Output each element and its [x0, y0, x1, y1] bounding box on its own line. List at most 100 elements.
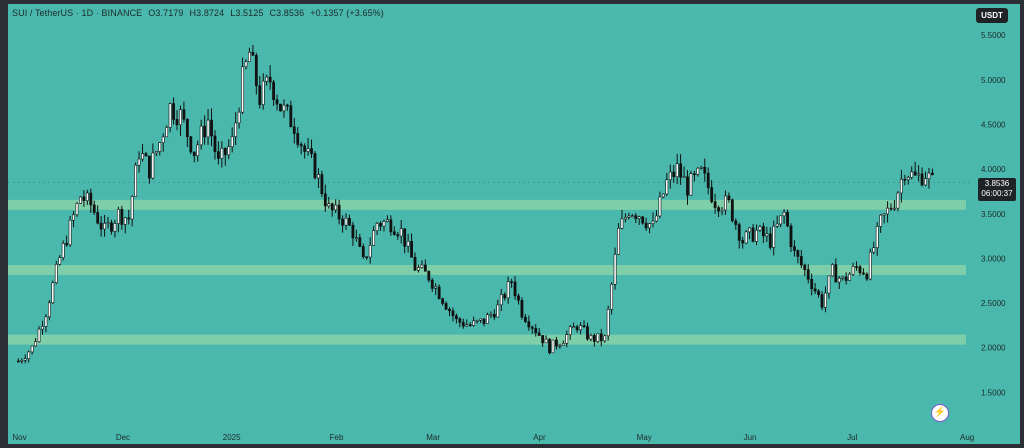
candle-down [537, 332, 541, 336]
candle-up [23, 358, 27, 361]
candle-down [99, 222, 103, 230]
time-axis[interactable] [8, 428, 1020, 444]
candle-up [661, 193, 665, 198]
candle-down [365, 256, 369, 259]
candle-up [875, 226, 879, 248]
candle-up [610, 283, 614, 310]
symbol-legend: SUI / TetherUS · 1D · BINANCE O3.7179 H3.8… [12, 8, 390, 18]
candle-down [16, 360, 20, 363]
x-tick-label: May [637, 433, 652, 442]
candle-down [727, 195, 731, 201]
candle-down [920, 173, 924, 186]
candle-up [724, 195, 727, 211]
candle-up [248, 52, 251, 62]
currency-button[interactable]: USDT [976, 8, 1008, 23]
candle-down [210, 119, 213, 137]
candle-up [651, 220, 655, 224]
candle-up [220, 148, 224, 159]
candle-down [730, 199, 734, 222]
candle-up [868, 251, 872, 280]
candle-down [751, 227, 755, 242]
candle-up [72, 214, 75, 221]
candle-up [841, 276, 845, 279]
candle-down [437, 286, 441, 300]
candle-up [848, 273, 852, 281]
candle-down [313, 153, 317, 179]
candle-up [472, 320, 476, 326]
candle-down [592, 335, 596, 342]
candle-down [348, 217, 351, 226]
candle-up [237, 111, 241, 124]
candle-up [772, 226, 776, 248]
plot-area[interactable] [8, 4, 970, 428]
candle-down [296, 133, 300, 145]
candle-down [510, 281, 513, 283]
candle-up [896, 192, 900, 209]
candle-up [899, 178, 903, 194]
candle-up [620, 218, 624, 229]
candle-down [427, 270, 431, 281]
candle-up [748, 227, 751, 233]
y-tick-label: 5.0000 [981, 76, 1006, 85]
candle-up [589, 335, 593, 340]
candle-up [872, 247, 876, 253]
x-tick-label: Aug [960, 433, 974, 442]
candle-up [244, 61, 248, 68]
candle-down [185, 118, 189, 138]
y-tick-label: 3.5000 [981, 210, 1006, 219]
price-axis[interactable] [970, 4, 1020, 428]
candle-down [323, 193, 327, 207]
candle-down [251, 52, 255, 56]
candle-up [34, 341, 37, 347]
candle-up [168, 103, 172, 128]
candle-up [486, 314, 489, 324]
candle-down [582, 325, 586, 327]
candle-up [116, 209, 120, 224]
candle-up [551, 339, 555, 354]
candle-up [886, 207, 889, 215]
candle-up [230, 136, 234, 147]
candle-up [106, 222, 110, 225]
x-tick-label: Nov [12, 433, 26, 442]
candle-down [761, 226, 765, 237]
lightning-icon[interactable]: ⚡ [931, 404, 949, 422]
x-tick-label: Jun [744, 433, 757, 442]
candle-up [755, 229, 758, 242]
y-tick-label: 3.0000 [981, 254, 1006, 263]
candle-down [693, 173, 696, 176]
candle-down [468, 324, 472, 327]
candle-up [824, 292, 827, 308]
candle-up [879, 214, 883, 227]
legend-symbol[interactable]: SUI / TetherUS · 1D · BINANCE [12, 8, 143, 18]
candle-up [334, 204, 338, 211]
candle-down [931, 172, 934, 176]
x-tick-label: Apr [533, 433, 546, 442]
candle-up [406, 240, 410, 247]
candle-up [506, 281, 510, 299]
candle-up [927, 172, 931, 180]
candle-up [572, 326, 576, 329]
x-tick-label: Feb [330, 433, 344, 442]
candle-down [213, 135, 217, 153]
support-zone-0 [8, 199, 966, 210]
candle-down [292, 126, 296, 134]
candle-down [503, 294, 507, 299]
candle-up [627, 215, 631, 218]
support-zone-1 [8, 265, 966, 276]
candle-up [41, 326, 44, 330]
candle-down [634, 215, 638, 219]
candle-down [430, 279, 434, 289]
candle-down [482, 318, 486, 324]
candle-down [855, 266, 858, 268]
candle-down [410, 240, 413, 258]
candle-down [793, 246, 796, 251]
candle-up [206, 119, 210, 138]
candle-down [92, 204, 96, 213]
candle-down [413, 256, 417, 271]
candle-up [306, 148, 310, 152]
candle-up [47, 302, 51, 318]
candle-up [68, 219, 72, 246]
candle-up [434, 286, 438, 289]
candle-up [161, 136, 165, 143]
